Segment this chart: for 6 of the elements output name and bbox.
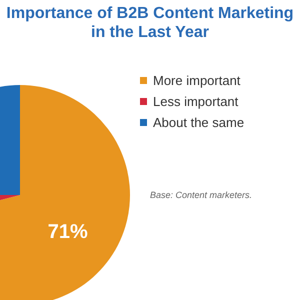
legend-label: More important bbox=[153, 72, 240, 90]
legend-label: About the same bbox=[153, 114, 244, 132]
data-label: 71% bbox=[48, 221, 88, 244]
legend-label: Less important bbox=[153, 93, 238, 111]
text: Base: Content marketers. bbox=[150, 190, 254, 200]
chart-title: Importance of B2B Content Marketing in the Last Year bbox=[5, 4, 295, 42]
